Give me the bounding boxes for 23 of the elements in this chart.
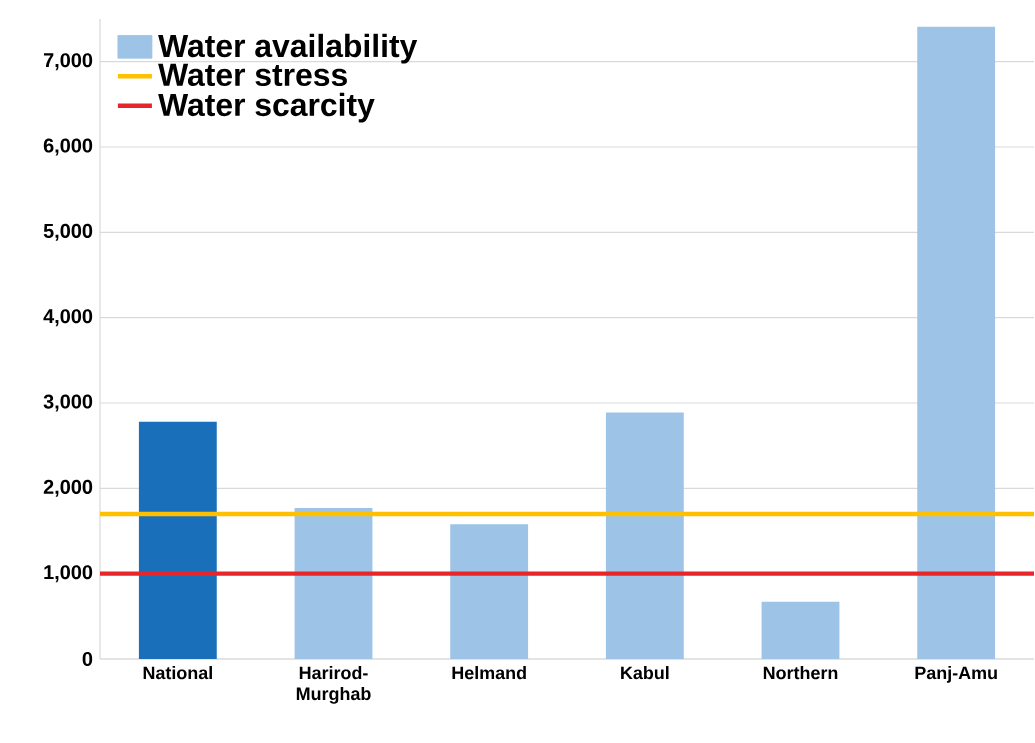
y-tick-label: 0 (82, 651, 93, 667)
y-tick-label: 5,000 (43, 223, 93, 241)
bar (761, 601, 840, 659)
legend-label: Water availability (158, 33, 418, 64)
bar (450, 524, 529, 659)
bar (605, 412, 684, 659)
bar (294, 507, 373, 659)
y-tick-label: 3,000 (43, 394, 93, 412)
y-tick-label: 7,000 (43, 53, 93, 71)
legend-label: Water stress (158, 63, 347, 87)
x-tick-label: Panj-Amu (915, 666, 997, 683)
x-tick-label: Harirod-Murghab (296, 666, 371, 704)
y-tick-label: 4,000 (43, 309, 93, 327)
x-tick-label: Northern (763, 666, 838, 680)
y-tick-label: 2,000 (43, 479, 93, 497)
x-tick-label: National (143, 666, 212, 680)
legend-label: Water scarcity (158, 92, 375, 123)
x-tick-label: Helmand (452, 666, 526, 680)
y-tick-label: 1,000 (44, 565, 93, 583)
bar (917, 26, 996, 659)
y-tick-label: 6,000 (43, 138, 93, 156)
x-tick-label: Kabul (621, 666, 669, 680)
bar (138, 421, 217, 659)
